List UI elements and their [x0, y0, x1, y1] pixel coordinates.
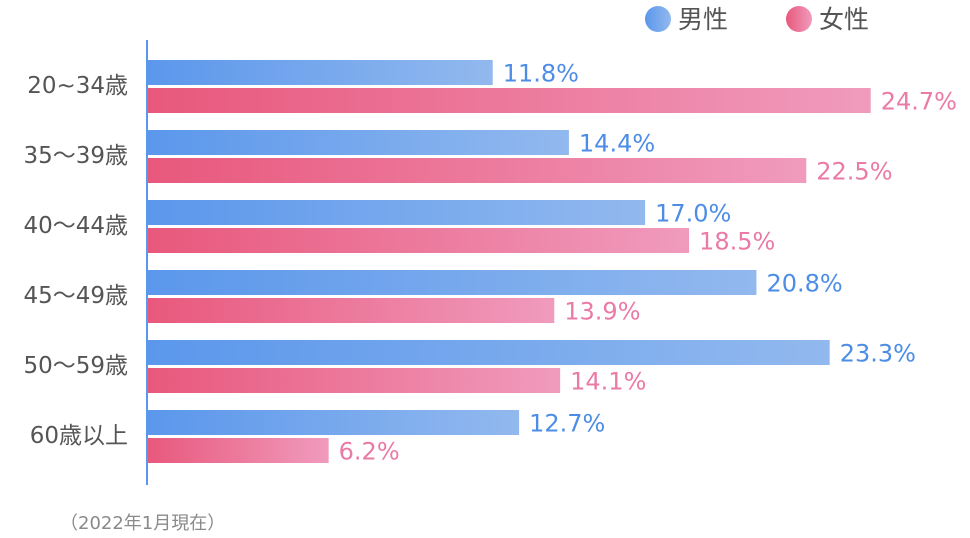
female-value-label: 14.1%	[570, 368, 646, 396]
bars-group: 20~34歳 11.8% 24.7% 35〜39歳 14.4% 22.5% 40〜44歳 17…	[23, 60, 957, 466]
female-bar	[147, 228, 690, 253]
female-bar	[147, 88, 871, 113]
male-value-label: 14.4%	[579, 130, 655, 158]
female-bar	[147, 158, 807, 183]
female-legend-marker	[786, 6, 812, 32]
male-bar	[147, 340, 830, 365]
male-legend-label: 男性	[678, 5, 728, 34]
category-label: 60歳以上	[30, 423, 128, 449]
male-bar	[147, 130, 569, 155]
female-bar	[147, 438, 329, 463]
male-bar	[147, 410, 520, 435]
male-bar	[147, 270, 757, 295]
female-value-label: 24.7%	[881, 88, 957, 116]
category-label: 40〜44歳	[23, 213, 128, 239]
female-value-label: 13.9%	[564, 298, 640, 326]
male-value-label: 23.3%	[840, 340, 916, 368]
male-value-label: 17.0%	[655, 200, 731, 228]
date-note: （2022年1月現在）	[60, 513, 226, 534]
category-label: 20~34歳	[27, 73, 128, 99]
female-bar	[147, 298, 555, 323]
male-bar	[147, 60, 493, 85]
female-value-label: 22.5%	[816, 158, 892, 186]
male-bar	[147, 200, 646, 225]
category-label: 50〜59歳	[23, 353, 128, 379]
category-label: 35〜39歳	[23, 143, 128, 169]
female-value-label: 18.5%	[699, 228, 775, 256]
male-value-label: 12.7%	[529, 410, 605, 438]
male-value-label: 20.8%	[766, 270, 842, 298]
chart-legend: 男性 女性	[645, 5, 869, 34]
category-label: 45〜49歳	[23, 283, 128, 309]
female-value-label: 6.2%	[339, 438, 400, 466]
male-value-label: 11.8%	[503, 60, 579, 88]
male-legend-marker	[645, 6, 671, 32]
female-legend-label: 女性	[819, 5, 869, 34]
female-bar	[147, 368, 561, 393]
